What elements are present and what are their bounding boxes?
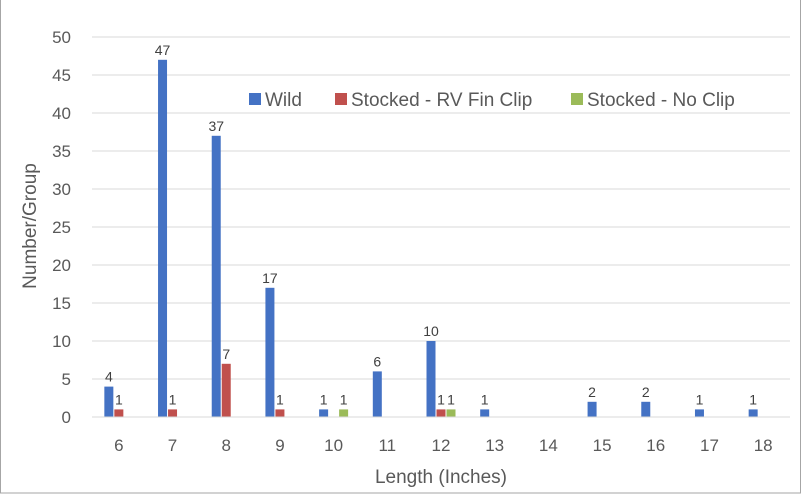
x-tick-label: 9 <box>275 436 284 455</box>
bar-stocked-rv-fin-clip-9 <box>275 409 285 417</box>
x-tick-label: 15 <box>593 436 612 455</box>
data-label: 1 <box>447 391 455 407</box>
legend-label: Stocked - No Clip <box>587 90 735 111</box>
x-tick-label: 14 <box>539 436 558 455</box>
bar-wild-18 <box>748 409 758 417</box>
data-label: 1 <box>340 391 348 407</box>
x-tick-labels: 6 7 8 9 10 11 12 13 14 15 16 17 18 <box>114 436 773 455</box>
data-label: 1 <box>481 391 489 407</box>
data-label: 6 <box>373 353 381 369</box>
bar-wild-7 <box>158 59 168 418</box>
y-tick-label: 40 <box>52 104 71 123</box>
data-label: 17 <box>262 270 278 286</box>
legend-swatch <box>335 93 347 105</box>
x-tick-label: 11 <box>378 436 396 455</box>
data-label: 1 <box>437 391 445 407</box>
bars <box>104 59 758 418</box>
y-tick-label: 30 <box>52 180 71 199</box>
y-tick-label: 0 <box>62 408 71 427</box>
data-label: 37 <box>208 118 224 134</box>
legend: Wild Stocked - RV Fin Clip Stocked - No Cl… <box>249 90 735 111</box>
x-tick-label: 18 <box>754 436 773 455</box>
x-tick-label: 13 <box>485 436 504 455</box>
x-tick-label: 17 <box>700 436 719 455</box>
legend-swatch <box>249 93 261 105</box>
data-label: 1 <box>696 391 704 407</box>
y-tick-label: 25 <box>52 218 71 237</box>
data-label: 2 <box>588 384 596 400</box>
bar-stocked-no-clip-12 <box>446 409 456 417</box>
x-tick-label: 6 <box>114 436 123 455</box>
bar-stocked-rv-fin-clip-7 <box>168 409 178 417</box>
data-label: 7 <box>222 346 230 362</box>
x-tick-label: 16 <box>646 436 665 455</box>
data-label: 1 <box>276 391 284 407</box>
x-axis-title: Length (Inches) <box>375 467 507 488</box>
x-tick-label: 10 <box>324 436 343 455</box>
y-tick-label: 45 <box>52 66 71 85</box>
data-label: 1 <box>169 391 177 407</box>
bar-wild-11 <box>372 371 382 417</box>
x-tick-label: 7 <box>168 436 177 455</box>
legend-label: Wild <box>265 90 302 111</box>
y-tick-label: 35 <box>52 142 71 161</box>
legend-swatch <box>571 93 583 105</box>
y-tick-labels: 0 5 10 15 20 25 30 35 40 45 50 <box>52 28 71 427</box>
y-tick-label: 5 <box>62 370 71 389</box>
data-label: 4 <box>105 369 113 385</box>
bar-wild-13 <box>480 409 490 417</box>
bar-wild-9 <box>265 287 275 417</box>
data-label: 10 <box>423 323 439 339</box>
y-tick-label: 50 <box>52 28 71 47</box>
y-tick-label: 10 <box>52 332 71 351</box>
data-label: 47 <box>155 42 171 58</box>
bar-stocked-rv-fin-clip-6 <box>114 409 124 417</box>
bar-wild-16 <box>641 401 651 417</box>
bar-wild-17 <box>694 409 704 417</box>
y-tick-label: 15 <box>52 294 71 313</box>
data-label: 2 <box>642 384 650 400</box>
y-axis-title: Number/Group <box>20 163 41 289</box>
x-tick-label: 12 <box>432 436 451 455</box>
x-tick-label: 8 <box>221 436 230 455</box>
data-label: 1 <box>115 391 123 407</box>
bar-stocked-rv-fin-clip-12 <box>436 409 446 417</box>
bar-stocked-no-clip-10 <box>339 409 349 417</box>
bar-wild-6 <box>104 386 114 417</box>
y-tick-label: 20 <box>52 256 71 275</box>
bar-wild-12 <box>426 341 436 417</box>
bar-wild-15 <box>587 401 597 417</box>
data-label: 1 <box>749 391 757 407</box>
bar-stocked-rv-fin-clip-8 <box>221 363 231 417</box>
bar-wild-8 <box>211 135 221 418</box>
legend-label: Stocked - RV Fin Clip <box>351 90 532 111</box>
data-label: 1 <box>320 391 328 407</box>
gridlines <box>92 36 790 380</box>
bar-wild-10 <box>319 409 329 417</box>
